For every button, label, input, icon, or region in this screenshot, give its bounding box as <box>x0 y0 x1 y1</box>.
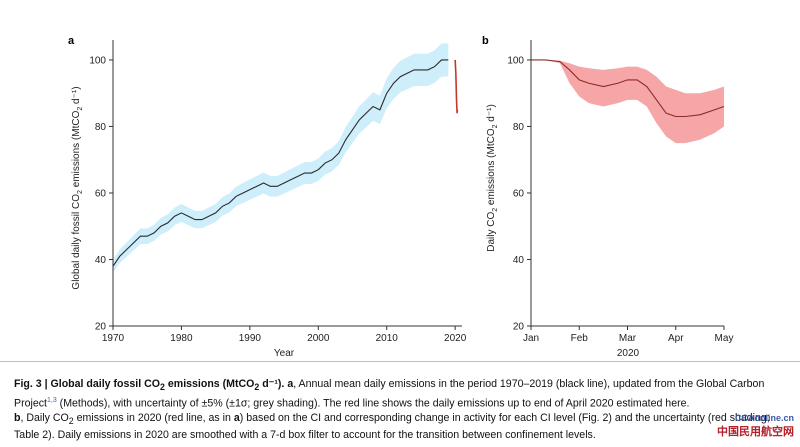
x-tick-label: Feb <box>571 333 589 344</box>
y-tick-label: 60 <box>95 188 107 199</box>
panel-a-x-ticks: 1970 1980 1990 2000 2010 2020 <box>102 326 467 344</box>
figure-canvas: a 1970 1980 1990 2000 2010 2020 20 40 60 80 100 Y… <box>68 35 733 359</box>
x-tick-label: 2010 <box>376 333 399 344</box>
caption-divider <box>0 361 800 362</box>
y-tick-label: 20 <box>513 322 525 333</box>
watermark-name: 中国民用航空网 <box>717 425 794 438</box>
panel-a-y-ticks: 20 40 60 80 100 <box>89 55 113 333</box>
panel-b-chart: b Jan Feb Mar Apr May 20 40 60 80 100 2020 Daily… <box>482 35 733 359</box>
y-tick-label: 100 <box>89 55 106 66</box>
panel-b-uncertainty-band <box>531 59 724 144</box>
x-tick-label: 2020 <box>444 333 467 344</box>
panel-a-y-axis-title: Global daily fossil CO2 emissions (MtCO2… <box>71 86 84 289</box>
panel-b-y-ticks: 20 40 60 80 100 <box>507 55 531 333</box>
series-2020-daily-line-b <box>531 59 725 118</box>
caption-a-letter: a <box>287 378 294 390</box>
x-tick-label: 2000 <box>307 333 330 344</box>
x-tick-label: 1980 <box>170 333 193 344</box>
x-tick-label: Mar <box>619 333 637 344</box>
panel-a-uncertainty-band <box>113 43 449 273</box>
y-tick-label: 40 <box>513 255 525 266</box>
series-annual-mean-line <box>112 59 449 267</box>
caption-a-text: , Annual mean daily emissions in the per… <box>14 378 765 410</box>
uncertainty-band-b <box>531 59 724 144</box>
caption-a-text-2: (Methods), with uncertainty of ±5% (±1σ;… <box>56 397 690 410</box>
caption-b-letter: b <box>14 412 21 425</box>
y-tick-label: 60 <box>513 188 525 199</box>
panel-b-y-axis-title: Daily CO2 emissions (MtCO2 d⁻¹) <box>486 104 499 252</box>
x-tick-label: Jan <box>523 333 539 344</box>
caption-b-text: , Daily CO <box>20 412 69 425</box>
caption-label: Fig. 3 | Global daily fossil CO2 emissio… <box>14 378 285 393</box>
y-tick-label: 80 <box>513 122 525 133</box>
panel-b-series <box>531 59 725 118</box>
y-tick-label: 100 <box>507 55 524 66</box>
panel-b-letter: b <box>482 35 489 47</box>
panel-b-x-ticks: Jan Feb Mar Apr May <box>523 326 734 344</box>
x-tick-label: Apr <box>668 333 684 344</box>
panel-a-letter: a <box>68 35 75 47</box>
y-tick-label: 20 <box>95 322 107 333</box>
x-tick-label: 1990 <box>239 333 262 344</box>
panel-a-x-axis-title: Year <box>274 348 295 359</box>
x-tick-label: May <box>715 333 734 344</box>
y-tick-label: 40 <box>95 255 107 266</box>
panel-a-series <box>112 59 459 267</box>
x-tick-label: 1970 <box>102 333 125 344</box>
watermark-domain: CCAonline.cn <box>734 413 794 423</box>
figure-caption: Fig. 3 | Global daily fossil CO2 emissio… <box>14 378 770 442</box>
panel-a-chart: a 1970 1980 1990 2000 2010 2020 20 40 60 80 100 Y… <box>68 35 467 359</box>
site-watermark: CCAonline.cn 中国民用航空网 <box>717 413 794 439</box>
series-2020-daily-line <box>454 59 459 114</box>
uncertainty-band-a <box>113 43 449 273</box>
caption-citation: 1,3 <box>46 397 57 405</box>
y-tick-label: 80 <box>95 122 107 133</box>
panel-b-x-axis-title: 2020 <box>617 348 640 359</box>
